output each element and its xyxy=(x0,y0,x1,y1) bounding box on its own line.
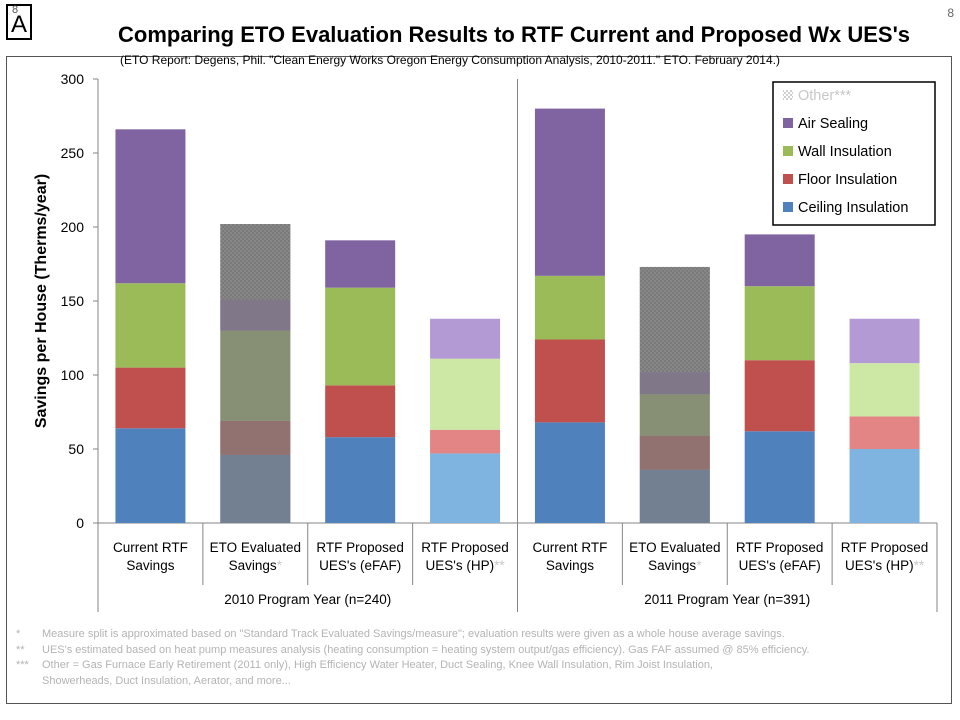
group-label: 2011 Program Year (n=391) xyxy=(644,592,810,607)
bar-segment xyxy=(325,385,396,438)
legend-swatch xyxy=(783,174,793,184)
legend-swatch xyxy=(783,202,793,212)
category-label: RTF Proposed xyxy=(316,540,404,555)
y-tick-label: 150 xyxy=(61,293,85,309)
group-label: 2010 Program Year (n=240) xyxy=(224,592,391,607)
legend-box xyxy=(772,81,936,226)
footnote-text: Other = Gas Furnace Early Retirement (20… xyxy=(42,659,713,671)
bar-segment xyxy=(534,108,605,276)
badge-letter: A xyxy=(11,11,28,38)
footnote-2: ** UES's estimated based on heat pump mea… xyxy=(16,643,946,659)
category-footnote-marker: ** xyxy=(494,558,505,573)
category-label: UES's (HP)** xyxy=(845,558,925,573)
category-label: Current RTF xyxy=(113,540,188,555)
footnote-4: Showerheads, Duct Insulation, Aerator, a… xyxy=(16,674,946,690)
approximation-overlay xyxy=(220,224,291,524)
legend-swatch xyxy=(783,90,793,100)
legend-swatch xyxy=(783,146,793,156)
category-label: Current RTF xyxy=(533,540,608,555)
legend-label: Floor Insulation xyxy=(798,172,897,188)
y-tick-label: 200 xyxy=(61,219,85,235)
footnote-marker: * xyxy=(16,628,21,640)
category-footnote-marker: * xyxy=(277,558,283,573)
footnote-1: * Measure split is approximated based on … xyxy=(16,627,946,643)
y-tick-label: 300 xyxy=(61,71,85,87)
chart-title: Comparing ETO Evaluation Results to RTF … xyxy=(118,22,911,47)
bar-segment xyxy=(744,234,815,287)
y-axis-label: Savings per House (Therms/year) xyxy=(33,174,50,428)
bar-segment xyxy=(115,129,186,284)
bar-segment xyxy=(115,283,186,368)
category-label: UES's (HP)** xyxy=(426,558,506,573)
badge-number: 8 xyxy=(12,4,19,16)
bar-segment xyxy=(430,453,501,523)
bar-segment xyxy=(849,449,920,523)
footnote-3: *** Other = Gas Furnace Early Retirement … xyxy=(16,658,946,674)
category-label: UES's (eFAF) xyxy=(739,558,821,573)
y-tick-label: 250 xyxy=(61,145,85,161)
bar-segment xyxy=(744,360,815,432)
category-label: UES's (eFAF) xyxy=(319,558,401,573)
y-tick-label: 0 xyxy=(76,515,84,531)
bar-segment xyxy=(325,287,396,386)
bar-segment xyxy=(849,318,920,364)
bar-segment xyxy=(430,429,501,454)
bar-segment xyxy=(325,240,396,288)
chart-frame xyxy=(6,56,952,704)
footnote-text: Showerheads, Duct Insulation, Aerator, a… xyxy=(42,674,291,687)
category-label: Savings xyxy=(546,558,594,573)
legend-swatch xyxy=(783,118,793,128)
bar-segment xyxy=(325,437,396,523)
bar-segment xyxy=(849,363,920,417)
y-tick-label: 100 xyxy=(61,367,85,383)
page-number: 8 xyxy=(947,6,954,20)
bar-segment xyxy=(744,286,815,361)
category-label: Savings* xyxy=(648,558,702,573)
category-label: ETO Evaluated xyxy=(629,540,720,555)
bar-segment xyxy=(534,339,605,423)
category-label: RTF Proposed xyxy=(421,540,509,555)
footnote-marker: ** xyxy=(16,643,25,656)
bar-segment xyxy=(744,431,815,523)
bar-segment xyxy=(115,428,186,523)
chart-subtitle: (ETO Report: Degens, Phil. "Clean Energy… xyxy=(120,53,780,67)
category-footnote-marker: * xyxy=(696,558,702,573)
legend-label: Ceiling Insulation xyxy=(798,200,908,216)
bar-segment xyxy=(430,318,501,359)
category-label: ETO Evaluated xyxy=(210,540,301,555)
category-label: RTF Proposed xyxy=(841,540,929,555)
y-tick-label: 50 xyxy=(68,441,84,457)
category-footnote-marker: ** xyxy=(914,558,925,573)
footnote-text: UES's estimated based on heat pump measu… xyxy=(42,643,810,656)
bar-segment xyxy=(430,358,501,430)
bar-segment xyxy=(115,367,186,429)
footnote-marker: *** xyxy=(16,659,29,671)
bar-segment xyxy=(849,416,920,449)
legend-label: Wall Insulation xyxy=(798,144,892,160)
approximation-overlay xyxy=(639,266,710,523)
legend-label: Other*** xyxy=(798,88,852,104)
legend-label: Air Sealing xyxy=(798,116,868,132)
footnotes: * Measure split is approximated based on … xyxy=(16,627,946,689)
bar-segment xyxy=(534,275,605,340)
bar-segment xyxy=(534,422,605,523)
footnote-text: Measure split is approximated based on "… xyxy=(42,628,785,640)
slide-badge: 8 A xyxy=(6,4,32,40)
category-label: Savings* xyxy=(229,558,283,573)
category-label: RTF Proposed xyxy=(736,540,824,555)
category-label: Savings xyxy=(126,558,174,573)
